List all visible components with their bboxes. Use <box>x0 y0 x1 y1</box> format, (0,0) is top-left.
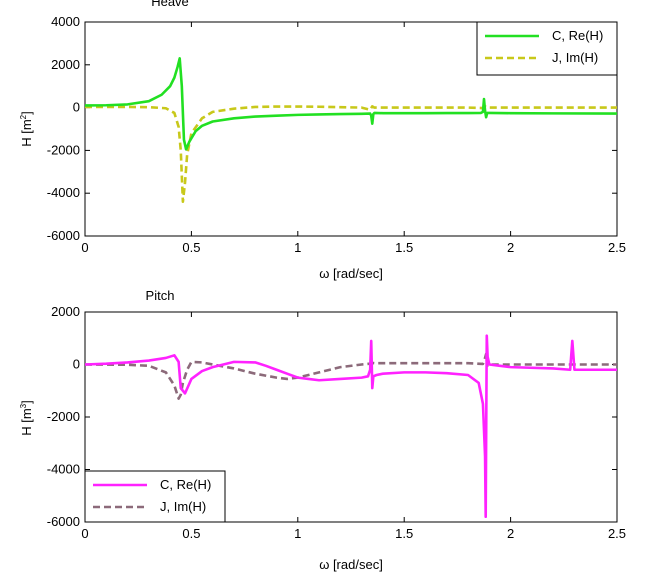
heave-panel: Heave ω [rad/sec] H [m2] 0 0.5 1 1.5 2 2.5 400… <box>19 0 626 281</box>
x-tick-label: 1.5 <box>395 240 413 255</box>
heave-title: Heave <box>151 0 189 9</box>
x-tick-label: 2.5 <box>608 526 626 541</box>
series-line-c-re-h <box>85 334 617 519</box>
x-tick-label: 0 <box>81 526 88 541</box>
heave-ylabel: H [m2] <box>19 111 34 147</box>
pitch-title: Pitch <box>146 288 175 303</box>
legend-label: C, Re(H) <box>160 477 211 492</box>
x-tick-label: 0.5 <box>182 240 200 255</box>
pitch-ylabel: H [m3] <box>19 400 34 436</box>
y-tick-label: 0 <box>73 357 80 372</box>
x-tick-label: 2 <box>507 526 514 541</box>
legend-label: J, Im(H) <box>160 499 206 514</box>
series-line-c-re-h <box>85 57 617 151</box>
y-tick-label: -4000 <box>47 185 80 200</box>
x-tick-label: 0.5 <box>182 526 200 541</box>
x-tick-label: 2 <box>507 240 514 255</box>
legend-label: C, Re(H) <box>552 28 603 43</box>
x-tick-label: 2.5 <box>608 240 626 255</box>
x-tick-label: 0 <box>81 240 88 255</box>
heave-xlabel: ω [rad/sec] <box>319 266 383 281</box>
y-tick-label: -6000 <box>47 514 80 529</box>
y-tick-label: 4000 <box>51 14 80 29</box>
y-tick-label: -4000 <box>47 462 80 477</box>
pitch-xlabel: ω [rad/sec] <box>319 557 383 572</box>
x-tick-label: 1 <box>294 240 301 255</box>
x-tick-label: 1 <box>294 526 301 541</box>
y-tick-label: -2000 <box>47 409 80 424</box>
pitch-panel: Pitch ω [rad/sec] H [m3] 0 0.5 1 1.5 2 2.5 200… <box>19 288 626 572</box>
y-tick-label: -2000 <box>47 142 80 157</box>
series-line-j-im-h <box>85 105 617 204</box>
legend-box <box>476 21 618 76</box>
y-tick-label: -6000 <box>47 228 80 243</box>
y-tick-label: 2000 <box>51 304 80 319</box>
y-tick-label: 2000 <box>51 57 80 72</box>
legend-box <box>84 470 226 523</box>
legend-label: J, Im(H) <box>552 50 598 65</box>
x-tick-label: 1.5 <box>395 526 413 541</box>
y-tick-label: 0 <box>73 100 80 115</box>
